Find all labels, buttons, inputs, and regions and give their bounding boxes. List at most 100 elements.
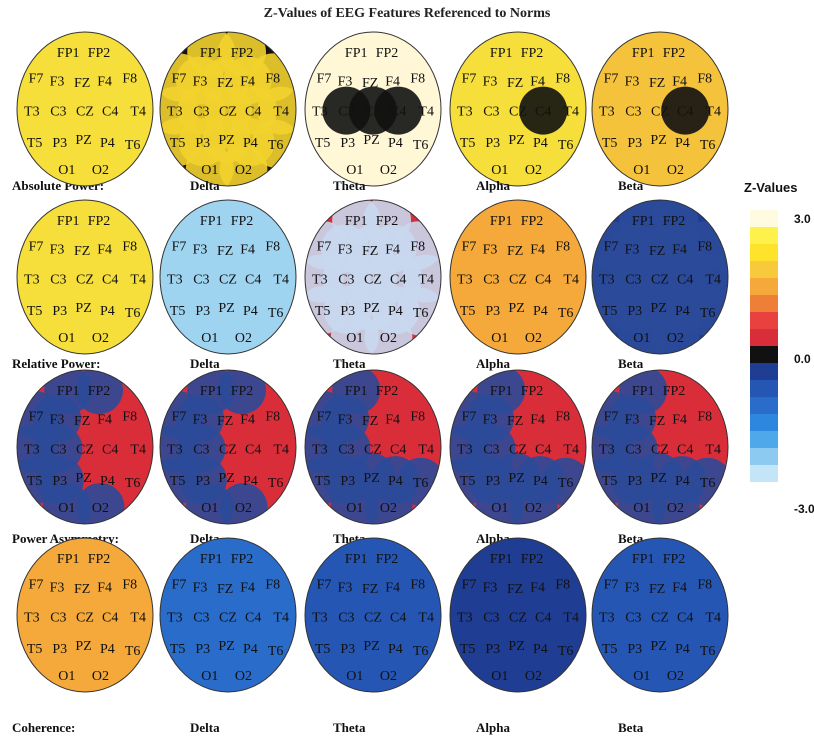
electrode-label: T3 bbox=[24, 443, 40, 458]
electrode-label: F8 bbox=[265, 409, 280, 424]
electrode-label: T3 bbox=[599, 443, 615, 458]
electrode-label: O1 bbox=[58, 163, 75, 178]
electrode-label: C4 bbox=[245, 273, 261, 288]
electrode-label: FP2 bbox=[663, 384, 686, 399]
electrode-label: FP1 bbox=[345, 46, 368, 61]
electrode-label: F8 bbox=[410, 71, 425, 86]
electrode-label: T5 bbox=[315, 136, 331, 151]
topomap-head: FP1 FP2 F7 F3 FZ F4 F8 T3 C3 CZ C4 T4 T5 P3 PZ P4 T6 O1 O2 bbox=[590, 30, 730, 188]
electrode-label: O2 bbox=[525, 331, 542, 346]
topomap-svg: FP1 FP2 F7 F3 FZ F4 F8 T3 C3 CZ C4 T4 T5 P3 PZ P4 T6 O1 O2 bbox=[304, 199, 442, 355]
electrode-label: F4 bbox=[530, 75, 545, 90]
electrode-label: F3 bbox=[483, 581, 498, 596]
electrode-label: P4 bbox=[533, 642, 548, 657]
electrode-label: T3 bbox=[457, 105, 473, 120]
electrode-label: T3 bbox=[24, 611, 40, 626]
topomap-head: FP1 FP2 F7 F3 FZ F4 F8 T3 C3 CZ C4 T4 T5 P3 PZ P4 T6 O1 O2 bbox=[303, 536, 443, 694]
electrode-label: PZ bbox=[218, 471, 234, 486]
electrode-label: FP1 bbox=[57, 214, 80, 229]
electrode-label: FP1 bbox=[57, 384, 80, 399]
electrode-label: P4 bbox=[243, 304, 258, 319]
electrode-label: FP1 bbox=[632, 214, 655, 229]
topomap-head: FP1 FP2 F7 F3 FZ F4 F8 T3 C3 CZ C4 T4 T5 P3 PZ P4 T6 O1 O2 bbox=[303, 198, 443, 356]
electrode-label: CZ bbox=[509, 443, 527, 458]
electrode-label: FZ bbox=[362, 414, 378, 429]
electrode-label: CZ bbox=[364, 443, 382, 458]
electrode-label: O2 bbox=[92, 669, 109, 684]
electrode-label: F4 bbox=[240, 413, 255, 428]
electrode-label: T3 bbox=[457, 611, 473, 626]
electrode-label: O1 bbox=[346, 331, 363, 346]
electrode-label: C4 bbox=[677, 273, 693, 288]
electrode-label: FP2 bbox=[521, 552, 544, 567]
electrode-label: F8 bbox=[410, 577, 425, 592]
electrode-label: PZ bbox=[650, 639, 666, 654]
electrode-label: O2 bbox=[380, 331, 397, 346]
electrode-label: P4 bbox=[388, 474, 403, 489]
band-label: Delta bbox=[190, 720, 220, 735]
electrode-label: C3 bbox=[483, 105, 499, 120]
electrode-label: FP2 bbox=[88, 46, 111, 61]
electrode-label: FP1 bbox=[632, 46, 655, 61]
electrode-label: FP2 bbox=[231, 214, 254, 229]
electrode-label: O1 bbox=[633, 669, 650, 684]
band-label: Theta bbox=[333, 720, 366, 735]
electrode-label: P4 bbox=[533, 304, 548, 319]
electrode-label: O1 bbox=[201, 501, 218, 516]
electrode-label: CZ bbox=[651, 273, 669, 288]
electrode-label: FP2 bbox=[663, 46, 686, 61]
electrode-label: T6 bbox=[700, 476, 716, 491]
band-label: Alpha bbox=[476, 178, 510, 193]
electrode-label: PZ bbox=[508, 133, 524, 148]
topomap-blob bbox=[347, 453, 396, 502]
electrode-label: FP2 bbox=[231, 46, 254, 61]
topomap-head: FP1 FP2 F7 F3 FZ F4 F8 T3 C3 CZ C4 T4 T5 P3 PZ P4 T6 O1 O2 bbox=[448, 198, 588, 356]
electrode-label: P4 bbox=[100, 474, 115, 489]
electrode-label: T5 bbox=[460, 474, 476, 489]
electrode-label: CZ bbox=[76, 273, 94, 288]
electrode-label: CZ bbox=[651, 611, 669, 626]
topomap-blob bbox=[218, 370, 266, 415]
electrode-label: T6 bbox=[413, 644, 429, 659]
topomap-blob bbox=[374, 86, 423, 135]
electrode-label: O2 bbox=[92, 501, 109, 516]
electrode-label: O2 bbox=[235, 669, 252, 684]
electrode-label: P4 bbox=[243, 136, 258, 151]
electrode-label: F3 bbox=[625, 413, 640, 428]
electrode-label: C3 bbox=[50, 273, 66, 288]
electrode-label: T3 bbox=[167, 105, 183, 120]
topomap-head: FP1 FP2 F7 F3 FZ F4 F8 T3 C3 CZ C4 T4 T5 P3 PZ P4 T6 O1 O2 bbox=[590, 536, 730, 694]
electrode-label: FP2 bbox=[376, 214, 399, 229]
legend-swatch bbox=[750, 363, 778, 380]
topomap-base-fill bbox=[160, 538, 296, 692]
electrode-label: T5 bbox=[170, 642, 186, 657]
topomap-blob bbox=[75, 370, 123, 415]
electrode-label: T6 bbox=[413, 138, 429, 153]
electrode-label: O2 bbox=[667, 501, 684, 516]
electrode-label: F8 bbox=[410, 239, 425, 254]
electrode-label: F7 bbox=[462, 409, 477, 424]
head-outline bbox=[591, 199, 729, 355]
electrode-label: F7 bbox=[172, 577, 187, 592]
electrode-label: F4 bbox=[385, 75, 400, 90]
electrode-label: O2 bbox=[667, 669, 684, 684]
legend-swatch bbox=[750, 397, 778, 414]
electrode-label: O1 bbox=[201, 669, 218, 684]
head-outline bbox=[16, 369, 154, 525]
topomap-base-fill bbox=[450, 200, 586, 354]
electrode-label: FZ bbox=[649, 244, 665, 259]
electrode-label: P4 bbox=[100, 304, 115, 319]
electrode-label: T4 bbox=[705, 443, 721, 458]
electrode-label: F3 bbox=[338, 581, 353, 596]
electrode-label: O1 bbox=[201, 331, 218, 346]
legend-swatch bbox=[750, 329, 778, 346]
electrode-label: T4 bbox=[273, 273, 289, 288]
electrode-label: T3 bbox=[312, 611, 328, 626]
electrode-label: F3 bbox=[625, 243, 640, 258]
electrode-label: F8 bbox=[122, 577, 137, 592]
electrode-label: O2 bbox=[525, 669, 542, 684]
electrode-label: F3 bbox=[193, 243, 208, 258]
electrode-label: T6 bbox=[268, 138, 284, 153]
electrode-label: P3 bbox=[485, 642, 500, 657]
electrode-label: CZ bbox=[509, 105, 527, 120]
